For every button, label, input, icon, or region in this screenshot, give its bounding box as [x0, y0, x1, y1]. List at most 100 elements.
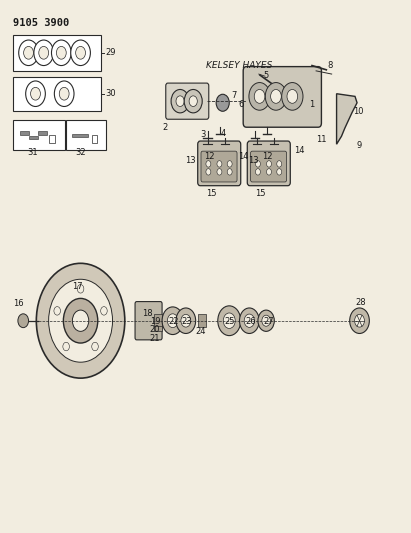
- Circle shape: [287, 90, 298, 103]
- Circle shape: [216, 94, 229, 111]
- Text: 6: 6: [239, 100, 244, 109]
- Circle shape: [48, 279, 113, 362]
- Text: 30: 30: [106, 89, 116, 98]
- Circle shape: [76, 46, 85, 59]
- Text: 9: 9: [356, 141, 362, 150]
- Text: 22: 22: [168, 317, 179, 326]
- Text: 4: 4: [220, 129, 226, 138]
- Circle shape: [266, 168, 271, 175]
- Text: 13: 13: [249, 156, 259, 165]
- Circle shape: [72, 310, 89, 332]
- Circle shape: [256, 168, 261, 175]
- Circle shape: [227, 168, 232, 175]
- Text: 15: 15: [206, 189, 217, 198]
- Circle shape: [223, 313, 235, 328]
- Text: 14: 14: [238, 152, 248, 161]
- Circle shape: [277, 168, 282, 175]
- Bar: [38, 132, 47, 135]
- Text: 14: 14: [294, 146, 305, 155]
- Circle shape: [277, 161, 282, 167]
- Bar: [92, 135, 97, 143]
- Circle shape: [181, 314, 191, 327]
- Circle shape: [51, 40, 71, 66]
- FancyBboxPatch shape: [135, 302, 162, 340]
- Bar: [66, 120, 106, 150]
- Bar: [198, 314, 206, 327]
- Circle shape: [266, 161, 271, 167]
- Text: 8: 8: [328, 61, 333, 70]
- Text: 9105 3900: 9105 3900: [13, 18, 69, 28]
- Circle shape: [171, 90, 189, 113]
- Text: 13: 13: [185, 156, 195, 165]
- Text: 32: 32: [76, 148, 86, 157]
- Text: 24: 24: [195, 327, 206, 336]
- Circle shape: [254, 90, 265, 103]
- Circle shape: [184, 90, 202, 113]
- Text: 17: 17: [72, 282, 83, 291]
- Circle shape: [92, 342, 98, 351]
- FancyBboxPatch shape: [166, 83, 209, 119]
- Text: 10: 10: [353, 107, 363, 116]
- Circle shape: [34, 40, 53, 66]
- Circle shape: [355, 314, 365, 327]
- Circle shape: [176, 96, 184, 107]
- Text: 1: 1: [309, 100, 315, 109]
- Bar: [28, 136, 37, 140]
- Circle shape: [176, 308, 196, 334]
- Text: 28: 28: [356, 298, 367, 307]
- Circle shape: [256, 161, 261, 167]
- Circle shape: [240, 308, 259, 334]
- Text: 20: 20: [150, 325, 160, 334]
- Bar: [49, 135, 55, 143]
- Text: 29: 29: [106, 48, 116, 56]
- Text: 19: 19: [150, 317, 160, 326]
- Circle shape: [244, 314, 254, 327]
- Circle shape: [167, 314, 178, 328]
- Circle shape: [25, 81, 45, 107]
- FancyBboxPatch shape: [251, 151, 286, 182]
- Circle shape: [39, 46, 48, 59]
- Circle shape: [262, 315, 270, 326]
- Bar: [13, 35, 101, 71]
- Text: 3: 3: [201, 130, 206, 139]
- Circle shape: [350, 308, 369, 334]
- Circle shape: [18, 314, 28, 328]
- Text: 18: 18: [142, 309, 152, 318]
- Circle shape: [218, 306, 241, 336]
- Circle shape: [63, 342, 69, 351]
- Text: 21: 21: [150, 334, 160, 343]
- Circle shape: [189, 96, 197, 107]
- Circle shape: [63, 298, 98, 343]
- Circle shape: [206, 161, 211, 167]
- Bar: [72, 134, 88, 138]
- Text: 15: 15: [256, 189, 266, 198]
- Bar: [154, 326, 162, 332]
- Circle shape: [56, 46, 66, 59]
- Text: 5: 5: [263, 70, 269, 79]
- Circle shape: [36, 263, 125, 378]
- Bar: [13, 120, 65, 150]
- Circle shape: [266, 83, 286, 110]
- FancyBboxPatch shape: [243, 67, 321, 127]
- Text: 12: 12: [262, 152, 272, 161]
- Circle shape: [19, 40, 38, 66]
- Circle shape: [77, 285, 84, 293]
- Circle shape: [54, 81, 74, 107]
- Circle shape: [71, 40, 90, 66]
- Circle shape: [249, 83, 270, 110]
- FancyBboxPatch shape: [198, 141, 241, 185]
- Bar: [21, 132, 29, 135]
- Circle shape: [258, 310, 274, 332]
- Circle shape: [30, 87, 40, 100]
- Text: 26: 26: [245, 317, 256, 326]
- FancyBboxPatch shape: [201, 151, 237, 182]
- Polygon shape: [337, 94, 357, 144]
- Bar: [13, 77, 101, 111]
- Circle shape: [270, 90, 281, 103]
- Text: 25: 25: [225, 317, 236, 326]
- Circle shape: [227, 161, 232, 167]
- Text: 16: 16: [13, 299, 23, 308]
- Bar: [154, 314, 162, 327]
- FancyBboxPatch shape: [247, 141, 290, 185]
- Circle shape: [59, 87, 69, 100]
